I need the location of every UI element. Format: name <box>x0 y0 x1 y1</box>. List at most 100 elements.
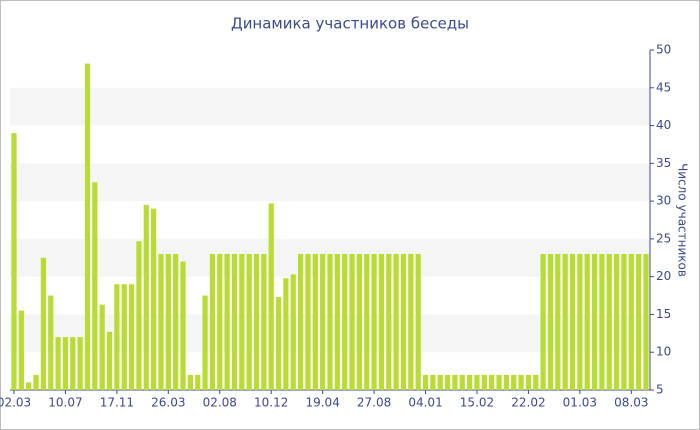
bar <box>151 208 157 390</box>
chart-title: Динамика участников беседы <box>231 15 469 33</box>
bar <box>312 254 318 390</box>
bar <box>11 133 17 390</box>
bar <box>547 254 554 390</box>
bar <box>55 337 61 390</box>
bar <box>342 254 348 390</box>
bar <box>415 254 421 390</box>
bar <box>26 382 32 390</box>
y-axis-label: Число участников <box>676 163 690 277</box>
bar <box>92 182 98 390</box>
bar <box>621 254 627 390</box>
grid-band <box>10 87 650 126</box>
bar <box>327 254 333 390</box>
bar <box>525 374 532 390</box>
bar <box>239 254 245 390</box>
bar <box>231 254 238 390</box>
bar <box>533 374 539 390</box>
bar <box>121 284 127 390</box>
bar <box>459 374 465 390</box>
bar <box>606 254 612 390</box>
bar <box>180 261 186 390</box>
bar <box>253 254 260 390</box>
bar <box>334 254 340 390</box>
bar <box>77 337 83 390</box>
x-tick-label: 10.12 <box>254 396 288 410</box>
bar <box>114 284 120 390</box>
x-tick-label: 01.03 <box>563 396 597 410</box>
bar <box>400 254 407 390</box>
x-tick-label: 10.07 <box>48 396 82 410</box>
bar <box>128 284 135 390</box>
bar <box>158 254 164 390</box>
y-tick-label: 30 <box>656 194 671 208</box>
x-tick-label: 15.02 <box>460 396 494 410</box>
bar <box>18 310 24 390</box>
y-tick-label: 25 <box>656 231 671 245</box>
bar <box>209 254 216 390</box>
y-tick-label: 10 <box>656 345 671 359</box>
bar <box>422 374 429 390</box>
y-tick-label: 40 <box>656 118 671 132</box>
bar <box>577 254 583 390</box>
bar <box>481 374 487 390</box>
x-tick-label: 27.08 <box>357 396 391 410</box>
x-tick-label: 26.03 <box>151 396 185 410</box>
bar <box>33 374 39 390</box>
bar <box>378 254 385 390</box>
bar <box>224 254 230 390</box>
bar <box>643 254 649 390</box>
bar <box>452 374 458 390</box>
bar <box>298 254 304 390</box>
bar <box>187 374 193 390</box>
bar <box>518 374 524 390</box>
bar <box>40 257 46 390</box>
bar <box>562 254 568 390</box>
bar <box>106 331 113 390</box>
bar <box>202 295 208 390</box>
bar <box>268 203 274 390</box>
bar <box>584 254 590 390</box>
x-tick-label: 22.02 <box>511 396 545 410</box>
bar <box>371 254 377 390</box>
x-tick-label: 04.01 <box>408 396 442 410</box>
grid-band <box>10 163 650 202</box>
bar <box>283 278 289 390</box>
bar <box>628 254 634 390</box>
bar <box>408 254 414 390</box>
bar <box>503 374 509 390</box>
bar <box>275 297 282 390</box>
bar <box>614 254 620 390</box>
bar <box>136 241 142 390</box>
y-tick-label: 20 <box>656 269 671 283</box>
bar <box>173 254 179 390</box>
bar <box>246 254 252 390</box>
bar <box>305 254 311 390</box>
bar <box>599 254 605 390</box>
bar <box>48 295 54 390</box>
x-tick-label: 02.03 <box>0 396 31 410</box>
bar <box>99 304 105 390</box>
x-tick-label: 08.03 <box>614 396 648 410</box>
y-tick-label: 35 <box>656 156 671 170</box>
bar <box>437 374 443 390</box>
bar <box>569 254 576 390</box>
y-tick-label: 5 <box>656 383 664 397</box>
bar <box>489 374 495 390</box>
bar <box>165 254 171 390</box>
bar <box>195 374 201 390</box>
x-tick-label: 19.04 <box>305 396 339 410</box>
bar <box>555 254 561 390</box>
bar <box>62 337 69 390</box>
bar <box>386 254 392 390</box>
bar <box>143 204 149 390</box>
x-tick-label: 02.08 <box>203 396 237 410</box>
bar <box>290 274 296 390</box>
bar <box>467 374 473 390</box>
x-tick-label: 17.11 <box>100 396 134 410</box>
y-tick-label: 50 <box>656 43 671 57</box>
bar <box>540 254 546 390</box>
y-tick-label: 45 <box>656 80 671 94</box>
bar <box>70 337 76 390</box>
bar <box>349 254 355 390</box>
